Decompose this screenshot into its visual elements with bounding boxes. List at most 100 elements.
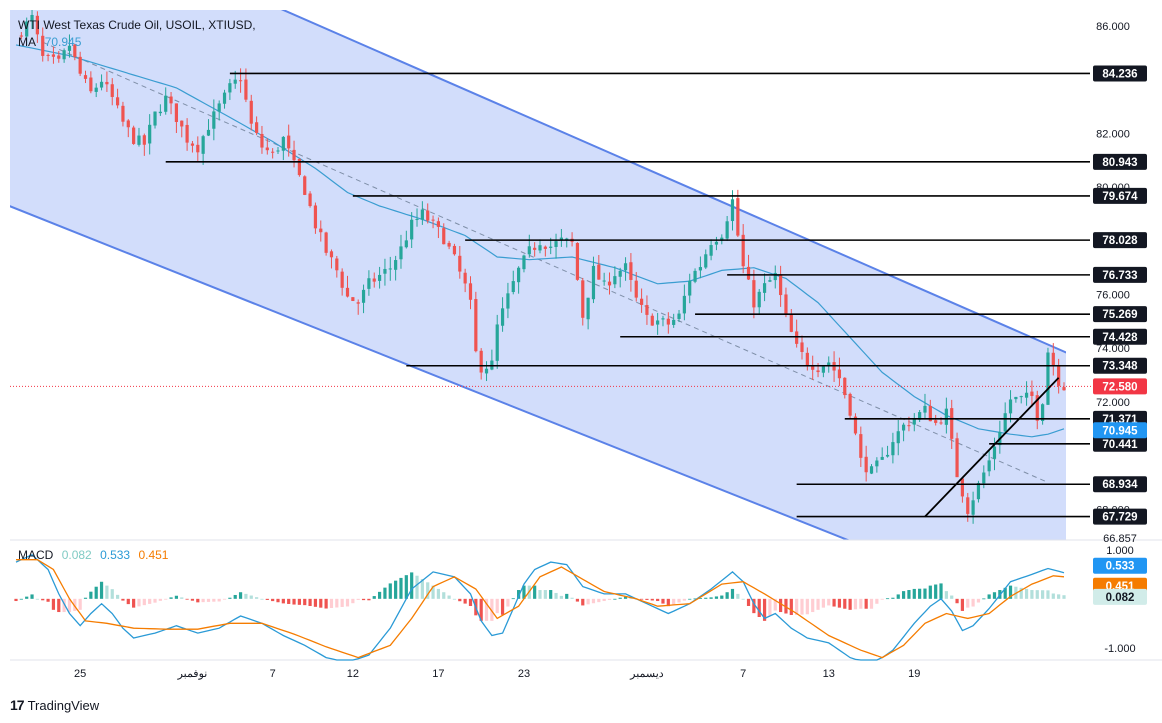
candle-body [891,442,895,456]
level-tag [1093,328,1147,345]
macd-histogram-bar [105,585,109,599]
candle-body [500,308,505,326]
candle-body [260,133,264,148]
macd-value-tag [1093,557,1147,574]
candle-body [292,149,296,161]
macd-histogram-bar [340,598,344,607]
macd-histogram-bar [490,598,494,621]
macd-histogram-bar [383,587,387,599]
macd-histogram-bar [281,598,285,604]
macd-histogram-bar [41,598,45,601]
macd-histogram-bar [1051,593,1055,599]
channel-midline [42,41,1049,483]
level-tag [1093,266,1147,283]
macd-histogram-bar [463,598,467,604]
macd-histogram-bar [570,597,574,599]
candle-body [869,466,874,474]
candle-body [308,193,312,207]
candle-body [741,234,745,267]
tradingview-logo[interactable]: 17 TradingView [10,697,99,713]
candle-body [1041,404,1045,422]
candle-body [228,83,232,93]
candle-body [19,35,23,37]
macd-histogram-bar [784,598,788,614]
candle-body [62,50,66,60]
candle-body [126,120,130,128]
candle-body [939,422,943,424]
macd-histogram-bar [110,589,114,599]
macd-histogram-bar [372,596,376,599]
tradingview-mark-icon: 17 [10,697,25,713]
time-tick-label: ديسمبر [629,668,664,680]
candle-body [650,315,654,326]
signal-line [16,559,1065,659]
macd-histogram-bar [901,591,906,599]
macd-histogram-bar [966,598,970,608]
macd-histogram-bar [918,588,922,599]
macd-histogram-bar [869,598,874,609]
macd-histogram-bar [180,597,184,599]
candle-body [672,319,676,325]
candle-body [522,255,526,270]
macd-histogram-bar [260,598,264,600]
macd-histogram-bar [78,598,82,610]
macd-histogram-bar [992,592,997,599]
candle-body [137,135,141,145]
macd-histogram-bar [410,572,414,599]
candle-body [554,241,558,247]
macd-histogram-bar [1041,590,1045,599]
macd-histogram-bar [650,598,654,601]
time-tick-label: 25 [74,668,86,680]
level-tag [1093,508,1147,525]
macd-histogram-bar [265,598,269,600]
candle-body [94,87,98,92]
macd-histogram-bar [955,598,959,604]
candle-body [372,278,376,282]
macd-histogram-bar [843,598,847,609]
candle-body [67,45,72,51]
price-tick-label: 82.000 [1096,128,1130,140]
macd-histogram-bar [51,598,56,610]
candle-body [506,293,510,309]
candles-clipped [19,10,1066,524]
candle-body [816,370,820,373]
candle-body [805,352,809,366]
price-tick-label: 72.000 [1096,397,1130,409]
macd-histogram-bar [805,598,809,615]
candle-body [848,393,852,416]
support-resistance-levels: 84.236 80.943 79.674 78.028 76.733 75.269 74.4… [165,65,1147,525]
macd-histogram-bar [565,593,569,599]
macd-histogram-bar [618,597,622,599]
macd-histogram-bar [148,598,152,604]
candle-body [255,122,259,133]
candle-body [1014,396,1018,400]
candle-body [987,460,991,472]
macd-histogram-bar [292,598,296,605]
macd-value-tag [1093,588,1147,605]
candle-body [837,369,842,379]
macd-histogram-bar [404,575,408,599]
time-tick-label: نوفمبر [177,668,208,680]
macd-histogram-bar [73,598,77,611]
macd-histogram-bar [645,598,649,600]
macd-tick-label: -1.000 [1104,643,1135,655]
macd-histogram-bar [137,598,141,607]
candle-body [880,456,884,460]
channel-lower-line [10,205,851,540]
macd-histogram-bar [688,598,692,600]
macd-legend-macd: 0.533 [100,548,131,562]
trendline [924,377,1060,518]
macd-histogram-bar [1008,585,1013,599]
candle-body [452,245,457,255]
macd-histogram-bar [196,598,200,603]
time-tick-label: 7 [740,668,746,680]
macd-histogram-bar [730,588,735,599]
candle-body [431,219,435,221]
macd-histogram-bar [329,598,334,609]
macd-histogram-bar [436,588,441,599]
candle-body [944,408,948,425]
macd-histogram-bar [228,597,232,599]
macd-histogram-bar [361,598,366,601]
macd-histogram-bar [586,598,590,605]
